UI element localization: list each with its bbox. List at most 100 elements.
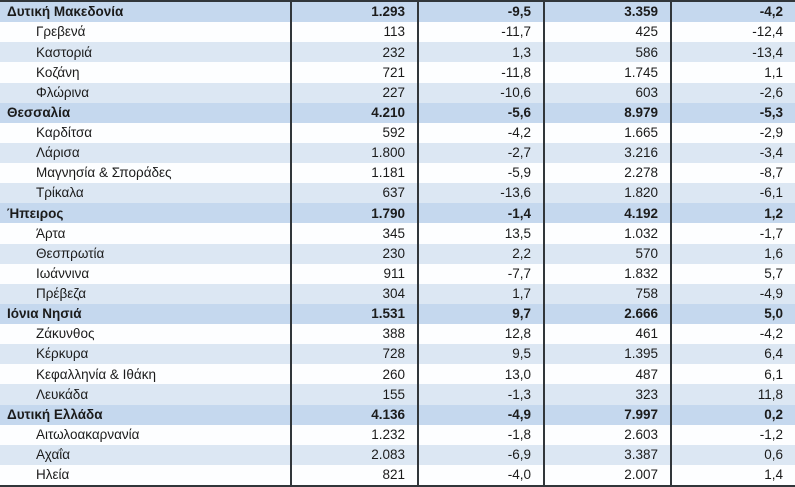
- value-cell-2: 13,0: [417, 364, 543, 385]
- region-name-cell: Αχαΐα: [36, 447, 71, 463]
- value-cell-2: -9,5: [417, 2, 543, 23]
- value-cell-1: 4.210: [290, 102, 417, 123]
- value-cell-2: -2,7: [417, 142, 543, 163]
- value-cell-4: 1,1: [670, 62, 795, 83]
- value-cell-3: 3.359: [543, 2, 670, 23]
- value-cell-3: 758: [543, 283, 670, 304]
- value-cell-3: 1.820: [543, 183, 670, 204]
- value-cell-1: 345: [290, 223, 417, 244]
- table-row: Άρτα 345 13,5 1.032 -1,7: [0, 223, 795, 244]
- value-cell-3: 2.603: [543, 424, 670, 445]
- value-cell-1: 1.800: [290, 142, 417, 163]
- region-name-cell: Ήπειρος: [7, 205, 64, 221]
- value-cell-2: -7,7: [417, 263, 543, 284]
- value-cell-3: 570: [543, 243, 670, 264]
- value-cell-4: -8,7: [670, 163, 795, 184]
- value-cell-4: -1,7: [670, 223, 795, 244]
- table-row: Ιωάννινα 911 -7,7 1.832 5,7: [0, 263, 795, 284]
- region-name-cell: Θεσσαλία: [7, 104, 71, 120]
- value-cell-2: 9,5: [417, 344, 543, 365]
- table-row: Γρεβενά 113 -11,7 425 -12,4: [0, 22, 795, 43]
- value-cell-2: 1,7: [417, 283, 543, 304]
- table-row: Ζάκυνθος 388 12,8 461 -4,2: [0, 324, 795, 345]
- value-cell-1: 1.232: [290, 424, 417, 445]
- table-row: Θεσπρωτία 230 2,2 570 1,6: [0, 243, 795, 264]
- value-cell-2: -4,9: [417, 404, 543, 425]
- region-name-cell: Λευκάδα: [36, 386, 89, 402]
- table-row: Ηλεία 821 -4,0 2.007 1,4: [0, 464, 795, 485]
- value-cell-1: 155: [290, 384, 417, 405]
- value-cell-4: -13,4: [670, 42, 795, 63]
- value-cell-3: 2.278: [543, 163, 670, 184]
- value-cell-3: 3.387: [543, 444, 670, 465]
- value-cell-4: -12,4: [670, 22, 795, 43]
- value-cell-2: -10,6: [417, 82, 543, 103]
- value-cell-2: -4,2: [417, 122, 543, 143]
- value-cell-4: 5,7: [670, 263, 795, 284]
- value-cell-2: -4,0: [417, 464, 543, 485]
- value-cell-3: 2.666: [543, 303, 670, 324]
- value-cell-1: 728: [290, 344, 417, 365]
- value-cell-4: -6,1: [670, 183, 795, 204]
- value-cell-1: 1.790: [290, 203, 417, 224]
- table-row: Κοζάνη 721 -11,8 1.745 1,1: [0, 62, 795, 83]
- value-cell-3: 1.745: [543, 62, 670, 83]
- value-cell-3: 1.395: [543, 344, 670, 365]
- value-cell-1: 4.136: [290, 404, 417, 425]
- value-cell-3: 1.032: [543, 223, 670, 244]
- value-cell-4: -4,2: [670, 2, 795, 23]
- value-cell-3: 425: [543, 22, 670, 43]
- value-cell-3: 603: [543, 82, 670, 103]
- value-cell-4: 6,4: [670, 344, 795, 365]
- table-row: Λάρισα 1.800 -2,7 3.216 -3,4: [0, 142, 795, 163]
- value-cell-3: 1.665: [543, 122, 670, 143]
- value-cell-2: 1,3: [417, 42, 543, 63]
- region-name-cell: Ζάκυνθος: [36, 326, 95, 342]
- value-cell-1: 637: [290, 183, 417, 204]
- value-cell-1: 1.181: [290, 163, 417, 184]
- value-cell-2: -6,9: [417, 444, 543, 465]
- region-name-cell: Καρδίτσα: [36, 125, 93, 141]
- value-cell-1: 260: [290, 364, 417, 385]
- region-name-cell: Καστοριά: [36, 44, 93, 60]
- table-row: Τρίκαλα 637 -13,6 1.820 -6,1: [0, 183, 795, 204]
- value-cell-2: -5,9: [417, 163, 543, 184]
- table-row: Δυτική Μακεδονία 1.293 -9,5 3.359 -4,2: [0, 2, 795, 23]
- value-cell-3: 323: [543, 384, 670, 405]
- value-cell-1: 821: [290, 464, 417, 485]
- value-cell-4: 1,4: [670, 464, 795, 485]
- table-row: Πρέβεζα 304 1,7 758 -4,9: [0, 283, 795, 304]
- table-row: Δυτική Ελλάδα 4.136 -4,9 7.997 0,2: [0, 404, 795, 425]
- region-name-cell: Δυτική Ελλάδα: [7, 406, 103, 422]
- value-cell-1: 1.293: [290, 2, 417, 23]
- value-cell-4: 1,2: [670, 203, 795, 224]
- value-cell-2: 9,7: [417, 303, 543, 324]
- value-cell-3: 1.832: [543, 263, 670, 284]
- value-cell-1: 721: [290, 62, 417, 83]
- value-cell-3: 8.979: [543, 102, 670, 123]
- region-name-cell: Ηλεία: [36, 467, 70, 483]
- value-cell-4: 0,2: [670, 404, 795, 425]
- value-cell-2: -1,4: [417, 203, 543, 224]
- table-row: Θεσσαλία 4.210 -5,6 8.979 -5,3: [0, 102, 795, 123]
- value-cell-2: -1,8: [417, 424, 543, 445]
- value-cell-4: -2,9: [670, 122, 795, 143]
- value-cell-1: 2.083: [290, 444, 417, 465]
- table-row: Αιτωλοακαρνανία 1.232 -1,8 2.603 -1,2: [0, 424, 795, 445]
- region-name-cell: Άρτα: [36, 225, 66, 241]
- value-cell-4: 11,8: [670, 384, 795, 405]
- value-cell-2: 12,8: [417, 324, 543, 345]
- value-cell-4: -4,2: [670, 324, 795, 345]
- table-row: Ήπειρος 1.790 -1,4 4.192 1,2: [0, 203, 795, 224]
- table-row: Μαγνησία & Σποράδες 1.181 -5,9 2.278 -8,…: [0, 163, 795, 184]
- region-name-cell: Κέρκυρα: [36, 346, 89, 362]
- value-cell-4: -4,9: [670, 283, 795, 304]
- region-name-cell: Τρίκαλα: [36, 185, 84, 201]
- value-cell-4: 6,1: [670, 364, 795, 385]
- table-row: Καρδίτσα 592 -4,2 1.665 -2,9: [0, 122, 795, 143]
- region-name-cell: Γρεβενά: [36, 24, 86, 40]
- table-row: Φλώρινα 227 -10,6 603 -2,6: [0, 82, 795, 103]
- table-row: Κεφαλληνία & Ιθάκη 260 13,0 487 6,1: [0, 364, 795, 385]
- value-cell-2: 2,2: [417, 243, 543, 264]
- region-name-cell: Λάρισα: [36, 145, 80, 161]
